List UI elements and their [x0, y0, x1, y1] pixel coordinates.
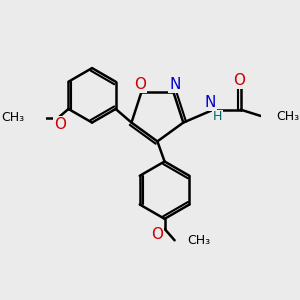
Text: CH₃: CH₃: [277, 110, 300, 123]
Text: O: O: [233, 74, 245, 88]
Text: O: O: [54, 117, 66, 132]
Text: O: O: [152, 227, 164, 242]
Text: O: O: [134, 77, 146, 92]
Text: N: N: [205, 95, 216, 110]
Text: H: H: [213, 110, 222, 123]
Text: N: N: [169, 77, 181, 92]
Text: CH₃: CH₃: [188, 234, 211, 247]
Text: CH₃: CH₃: [1, 111, 24, 124]
